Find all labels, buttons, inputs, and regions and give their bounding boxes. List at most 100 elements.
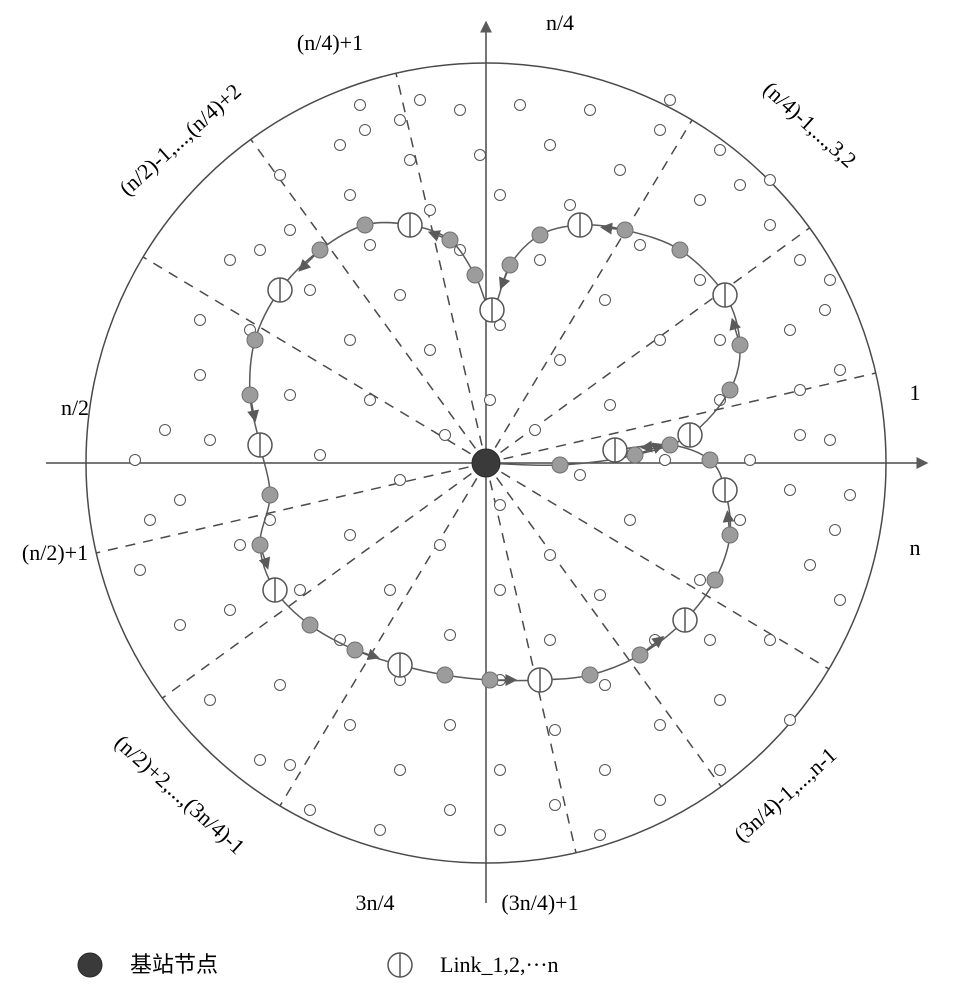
label-top-left: (n/4)+1 [297, 30, 363, 55]
path-node [242, 387, 258, 403]
link-node [268, 278, 292, 302]
sensor-node [345, 190, 356, 201]
sensor-node [485, 395, 496, 406]
sensor-node [615, 165, 626, 176]
sensor-node [305, 805, 316, 816]
sensor-node [395, 765, 406, 776]
sensor-node [765, 635, 776, 646]
path-node [312, 242, 328, 258]
sensor-node [495, 825, 506, 836]
label-bottom-right: (3n/4)+1 [501, 890, 578, 915]
path-node [357, 217, 373, 233]
sensor-node [235, 540, 246, 551]
label-right-1: 1 [910, 380, 921, 405]
sensor-node [425, 205, 436, 216]
sensor-node [285, 760, 296, 771]
sensor-node [550, 800, 561, 811]
sensor-node [305, 285, 316, 296]
sensor-node [425, 345, 436, 356]
sensor-node [345, 720, 356, 731]
sensor-node [545, 635, 556, 646]
path-node [502, 257, 518, 273]
sensor-node [355, 100, 366, 111]
sensor-node [395, 475, 406, 486]
path-node [722, 527, 738, 543]
path-node [707, 572, 723, 588]
sensor-node [735, 515, 746, 526]
label-top: n/4 [546, 10, 574, 35]
sensor-node [795, 430, 806, 441]
sensor-node [605, 400, 616, 411]
sector-divider [486, 373, 876, 463]
path-node [252, 537, 268, 553]
sensor-node [715, 765, 726, 776]
sensor-node [285, 390, 296, 401]
sensor-node [335, 635, 346, 646]
sensor-node [405, 155, 416, 166]
sensor-node [595, 830, 606, 841]
sensor-node [745, 455, 756, 466]
sensor-node [545, 140, 556, 151]
sector-divider [486, 120, 692, 463]
sensor-node [385, 585, 396, 596]
sensor-node [475, 150, 486, 161]
sensor-node [225, 605, 236, 616]
sensor-node [195, 370, 206, 381]
sensor-node [660, 455, 671, 466]
path-node [632, 647, 648, 663]
sensor-node [375, 825, 386, 836]
sensor-node [795, 385, 806, 396]
sensor-node [395, 290, 406, 301]
sensor-node [415, 95, 426, 106]
link-node [248, 433, 272, 457]
sensor-node [445, 805, 456, 816]
sensor-node [785, 325, 796, 336]
sensor-node [145, 515, 156, 526]
sensor-node [255, 755, 266, 766]
sensor-node [225, 255, 236, 266]
path-node [302, 617, 318, 633]
path-node [552, 457, 568, 473]
base-station-node [472, 449, 500, 477]
link-node [678, 423, 702, 447]
sensor-node [295, 585, 306, 596]
sensor-node [495, 500, 506, 511]
link-node [673, 608, 697, 632]
sensor-node [705, 635, 716, 646]
link-node [603, 438, 627, 462]
label-left-half-plus: (n/2)+1 [22, 540, 88, 565]
sensor-node [365, 240, 376, 251]
path-node [442, 232, 458, 248]
sensor-node [515, 100, 526, 111]
sensor-node [205, 435, 216, 446]
link-node [568, 213, 592, 237]
sensor-node [575, 470, 586, 481]
sensor-node [825, 275, 836, 286]
sensor-node [845, 490, 856, 501]
sensor-node [495, 585, 506, 596]
label-bottom-left: 3n/4 [355, 890, 394, 915]
sensor-node [455, 105, 466, 116]
link-node [528, 668, 552, 692]
path-node [702, 452, 718, 468]
sector-divider [251, 139, 486, 463]
sensor-node [820, 305, 831, 316]
link-node [388, 953, 412, 977]
sensor-node [635, 240, 646, 251]
sensor-node [495, 765, 506, 776]
link-node [713, 478, 737, 502]
sensor-node [195, 315, 206, 326]
link-node [263, 578, 287, 602]
sensor-node [345, 335, 356, 346]
sensor-node [285, 225, 296, 236]
path-node [482, 672, 498, 688]
sensor-node [600, 680, 611, 691]
label-lower-right: (3n/4)-1,...,n-1 [729, 742, 842, 847]
path-node [722, 382, 738, 398]
path-node [347, 642, 363, 658]
sensor-node [785, 715, 796, 726]
sensor-node [595, 590, 606, 601]
sensor-node [445, 630, 456, 641]
link-node [480, 298, 504, 322]
sensor-node [360, 125, 371, 136]
